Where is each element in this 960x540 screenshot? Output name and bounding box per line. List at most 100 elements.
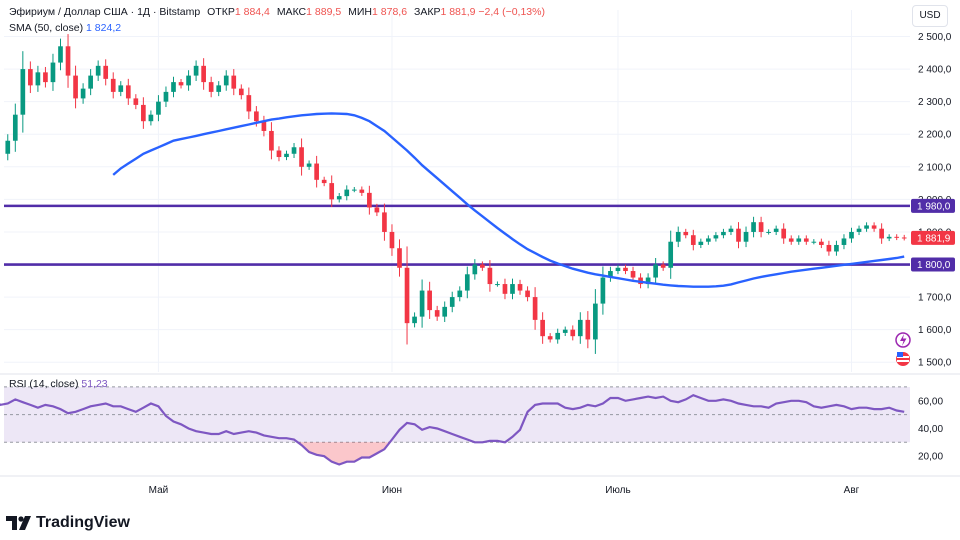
candle-body — [427, 290, 432, 311]
candle-body — [683, 231, 689, 236]
candle-body — [419, 290, 425, 317]
price-tick-label: 2 200,0 — [918, 130, 952, 141]
candle-body — [457, 290, 463, 298]
candle-body — [434, 310, 440, 317]
horizontal-levels[interactable] — [4, 204, 910, 266]
candle-body — [246, 95, 252, 112]
sma-layer — [112, 112, 905, 288]
candle-body — [570, 329, 576, 337]
price-tick-label: 1 600,0 — [918, 325, 952, 336]
rsi-label: RSI (14, close) — [9, 378, 79, 390]
candle-body — [306, 163, 312, 167]
tradingview-logo[interactable]: TradingView — [6, 514, 130, 532]
candle-body — [382, 212, 387, 232]
sma-line — [112, 112, 905, 288]
candle-body — [12, 114, 18, 141]
candle-body — [856, 228, 862, 232]
candle-body — [871, 225, 877, 229]
candle-body — [125, 85, 131, 99]
candle-body — [299, 147, 304, 167]
rsi-tick-label: 40,00 — [918, 424, 943, 435]
candle-body — [510, 284, 515, 294]
open-label: ОТКР — [207, 6, 235, 18]
candle-body — [269, 130, 274, 151]
candle-body — [314, 163, 319, 180]
candle-body — [28, 69, 33, 86]
candle-body — [532, 297, 538, 320]
price-axis[interactable]: 1 500,01 600,01 700,01 800,01 900,02 000… — [911, 32, 955, 369]
tradingview-logo-icon — [6, 516, 31, 530]
open-value: 1 884,4 — [234, 6, 270, 18]
candle-body — [404, 267, 410, 324]
symbol-title[interactable]: Эфириум / Доллар США · 1Д · Bitstamp — [9, 6, 201, 18]
close-label: ЗАКР — [413, 6, 441, 18]
candle-body — [156, 101, 161, 115]
candle-body — [547, 336, 553, 340]
rsi-pane — [0, 386, 910, 466]
low-value: 1 878,6 — [372, 6, 408, 18]
candle-body — [728, 228, 734, 232]
candle-body — [901, 237, 907, 239]
candles — [5, 34, 907, 354]
candle-body — [397, 248, 402, 268]
lightning-icon — [900, 334, 907, 346]
candle-body — [894, 236, 900, 238]
close-value: 1 881,9 — [440, 6, 476, 18]
candle-body — [73, 75, 78, 99]
candle-body — [321, 179, 327, 184]
candle-body — [743, 231, 749, 242]
candle-body — [706, 238, 711, 242]
price-tick-label: 2 500,0 — [918, 32, 952, 43]
change-value: −2,4 (−0,13%) — [478, 6, 545, 18]
sma-legend[interactable]: SMA (50, close) 1 824,2 — [9, 22, 121, 34]
candle-body — [464, 274, 470, 291]
rsi-line — [0, 393, 905, 466]
time-tick-label: Авг — [844, 485, 860, 496]
candle-body — [502, 284, 508, 294]
price-tick-label: 1 700,0 — [918, 293, 952, 304]
time-tick-label: Июн — [382, 485, 402, 496]
currency-button[interactable]: USD — [912, 5, 948, 27]
candle-body — [480, 264, 485, 268]
candle-body — [668, 241, 674, 268]
candle-body — [788, 238, 794, 242]
candle-body — [95, 65, 101, 76]
candle-body — [223, 75, 229, 86]
candle-body — [660, 264, 666, 268]
candle-body — [186, 75, 191, 86]
candle-body — [88, 75, 93, 89]
rsi-axis[interactable]: 20,00 40,00 60,00 — [918, 396, 943, 462]
tradingview-wordmark: TradingView — [36, 514, 130, 531]
candle-body — [615, 267, 621, 272]
candle-body — [781, 228, 787, 239]
candle-body — [608, 271, 613, 278]
candle-body — [864, 225, 869, 229]
candle-body — [562, 329, 568, 333]
level-price-tag — [911, 198, 955, 213]
candle-body — [675, 231, 681, 242]
candle-body — [35, 72, 41, 86]
candle-body — [834, 244, 839, 252]
candle-body — [585, 319, 591, 340]
candle-body — [80, 88, 86, 99]
time-tick-label: Май — [149, 485, 169, 496]
level-price-label: 1 980,0 — [917, 201, 951, 212]
candle-body — [110, 78, 116, 92]
candle-body — [141, 104, 146, 122]
candle-body — [886, 236, 892, 239]
time-axis[interactable]: Май Июн Июль Авг — [0, 475, 960, 496]
candle-body — [351, 189, 357, 191]
rsi-legend[interactable]: RSI (14, close) 51,23 — [9, 378, 108, 390]
candle-body — [344, 189, 350, 197]
candle-body — [645, 277, 651, 285]
last-price-tag — [911, 230, 955, 245]
candle-body — [193, 65, 199, 76]
sma-label: SMA (50, close) — [9, 22, 84, 34]
candle-body — [20, 69, 26, 115]
candle-body — [487, 267, 493, 285]
candle-body — [201, 65, 206, 83]
side-icons[interactable] — [895, 332, 911, 366]
candle-body — [442, 306, 448, 317]
level-price-tag — [911, 257, 955, 272]
